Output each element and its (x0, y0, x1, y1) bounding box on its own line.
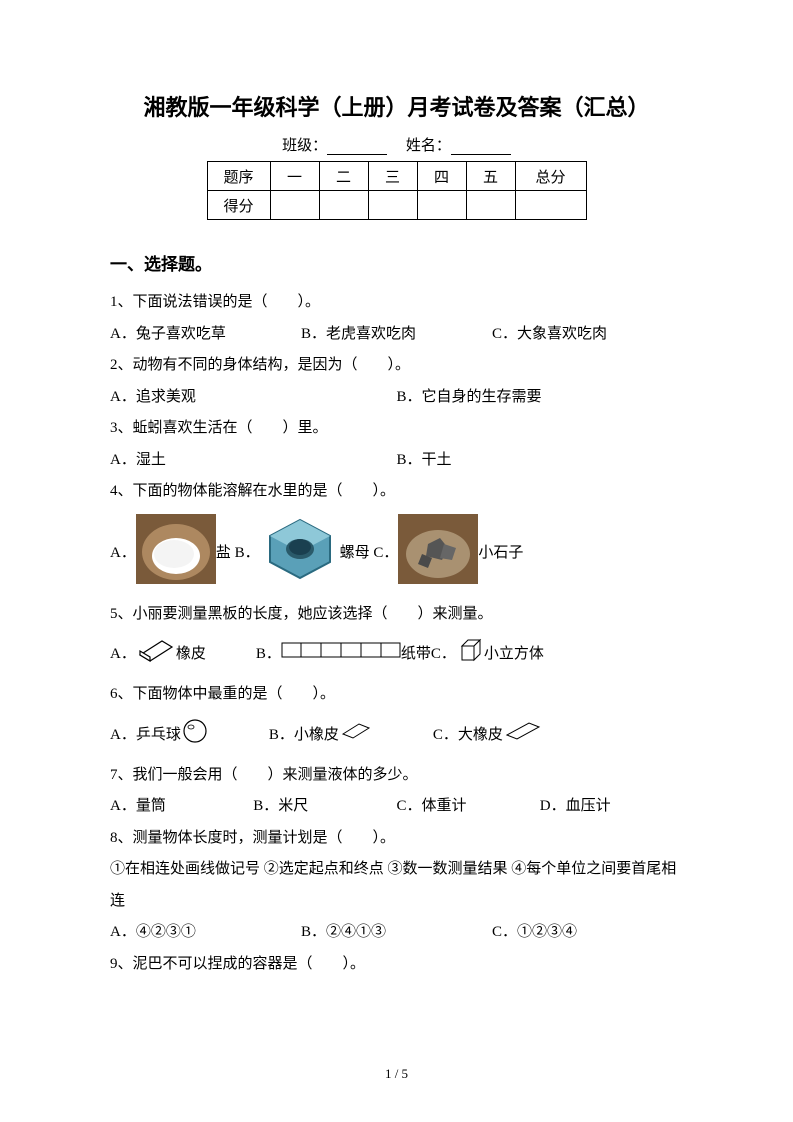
option-c: C．①②③④ (492, 917, 683, 949)
score-cell[interactable] (368, 191, 417, 220)
option-a-label: 橡皮 (176, 642, 206, 663)
class-blank[interactable] (327, 140, 387, 155)
option-a: A．量筒 (110, 791, 253, 823)
option-a-prefix: A． (110, 541, 136, 562)
score-cell[interactable] (515, 191, 586, 220)
table-row: 得分 (207, 191, 586, 220)
nut-image (260, 514, 340, 589)
option-c-prefix: C． (431, 642, 456, 663)
options-row: A．兔子喜欢吃草 B．老虎喜欢吃肉 C．大象喜欢吃肉 (110, 319, 683, 351)
option-c-prefix: C． (373, 541, 398, 562)
option-c: C．体重计 (397, 791, 540, 823)
question-desc: ①在相连处画线做记号 ②选定起点和终点 ③数一数测量结果 ④每个单位之间要首尾相… (110, 854, 683, 917)
option-c-label: 小石子 (478, 541, 523, 562)
question-text: 2、动物有不同的身体结构，是因为（ ）。 (110, 350, 683, 382)
options-row: A．④②③① B．②④①③ C．①②③④ (110, 917, 683, 949)
option-b: B．小橡皮 (269, 723, 339, 744)
options-row: A． 橡皮 B． 纸带 C． (110, 636, 683, 669)
question-text: 5、小丽要测量黑板的长度，她应该选择（ ）来测量。 (110, 599, 683, 631)
row-header: 题序 (207, 162, 270, 191)
class-label: 班级： (282, 138, 327, 154)
option-b: B．它自身的生存需要 (397, 382, 684, 414)
options-row: A．湿土 B．干土 (110, 445, 683, 477)
option-b: B．干土 (397, 445, 684, 477)
option-d: D．血压计 (540, 791, 683, 823)
col-header: 二 (319, 162, 368, 191)
options-row: A．乒乓球 B．小橡皮 C．大橡皮 (110, 717, 683, 750)
row-header: 得分 (207, 191, 270, 220)
page-title: 湘教版一年级科学（上册）月考试卷及答案（汇总） (110, 90, 683, 122)
question-text: 7、我们一般会用（ ）来测量液体的多少。 (110, 760, 683, 792)
option-b: B．老虎喜欢吃肉 (301, 319, 492, 351)
option-a: A．湿土 (110, 445, 397, 477)
options-row: A．追求美观 B．它自身的生存需要 (110, 382, 683, 414)
option-a: A．④②③① (110, 917, 301, 949)
score-table: 题序 一 二 三 四 五 总分 得分 (207, 161, 587, 220)
ball-icon (181, 717, 209, 750)
option-a-prefix: A． (110, 642, 136, 663)
salt-image (136, 514, 216, 589)
question-text: 9、泥巴不可以捏成的容器是（ ）。 (110, 949, 683, 981)
score-cell[interactable] (466, 191, 515, 220)
cube-icon (456, 636, 484, 669)
question-text: 4、下面的物体能溶解在水里的是（ ）。 (110, 476, 683, 508)
question-text: 1、下面说法错误的是（ ）。 (110, 287, 683, 319)
option-a: A．乒乓球 (110, 723, 181, 744)
option-a: A．追求美观 (110, 382, 397, 414)
table-row: 题序 一 二 三 四 五 总分 (207, 162, 586, 191)
option-b-prefix: B． (256, 642, 281, 663)
page-number: 1 / 5 (0, 1066, 793, 1082)
question-text: 8、测量物体长度时，测量计划是（ ）。 (110, 823, 683, 855)
option-a: A．兔子喜欢吃草 (110, 319, 301, 351)
score-cell[interactable] (270, 191, 319, 220)
score-cell[interactable] (319, 191, 368, 220)
col-header: 一 (270, 162, 319, 191)
big-eraser-icon (503, 719, 543, 748)
name-blank[interactable] (451, 140, 511, 155)
name-line: 班级： 姓名： (110, 134, 683, 155)
option-b-label: 螺母 (340, 541, 370, 562)
col-header: 四 (417, 162, 466, 191)
stone-image (398, 514, 478, 589)
name-label: 姓名： (406, 138, 451, 154)
col-header: 五 (466, 162, 515, 191)
option-c: C．大橡皮 (433, 723, 503, 744)
section-heading: 一、选择题。 (110, 250, 683, 275)
option-b-label: 纸带 (401, 642, 431, 663)
option-b: B．②④①③ (301, 917, 492, 949)
question-text: 3、蚯蚓喜欢生活在（ ）里。 (110, 413, 683, 445)
score-cell[interactable] (417, 191, 466, 220)
option-c-label: 小立方体 (484, 642, 544, 663)
question-text: 6、下面物体中最重的是（ ）。 (110, 679, 683, 711)
small-eraser-icon (339, 720, 373, 747)
options-row: A． 盐 B． 螺母 C． (110, 514, 683, 589)
option-c: C．大象喜欢吃肉 (492, 319, 683, 351)
option-b: B．米尺 (253, 791, 396, 823)
options-row: A．量筒 B．米尺 C．体重计 D．血压计 (110, 791, 683, 823)
col-header: 三 (368, 162, 417, 191)
eraser-icon (136, 637, 176, 668)
col-header: 总分 (515, 162, 586, 191)
option-b-prefix: B． (235, 541, 260, 562)
option-a-label: 盐 (216, 541, 231, 562)
tape-icon (281, 640, 401, 665)
